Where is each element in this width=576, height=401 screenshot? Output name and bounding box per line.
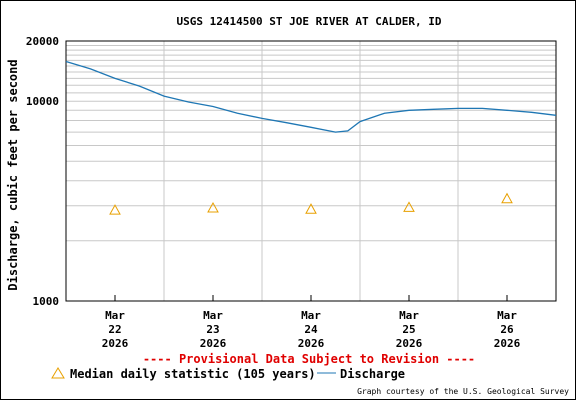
x-tick-label: Mar: [105, 309, 125, 322]
x-tick-label: Mar: [203, 309, 223, 322]
x-tick-label: Mar: [497, 309, 517, 322]
legend: Median daily statistic (105 years) Disch…: [51, 367, 405, 381]
median-marker: [403, 201, 415, 212]
x-tick-label: 2026: [396, 337, 423, 350]
median-marker: [207, 201, 219, 213]
y-tick-label: 1000: [33, 295, 60, 308]
y-tick-label: 10000: [26, 95, 59, 108]
provisional-note: ---- Provisional Data Subject to Revisio…: [143, 352, 475, 366]
legend-discharge-label: Discharge: [340, 367, 405, 381]
x-tick-label: 22: [108, 323, 121, 336]
plot-border: [65, 40, 557, 302]
axes: Mar222026Mar232026Mar242026Mar252026Mar2…: [26, 35, 557, 350]
x-tick-label: 2026: [298, 337, 325, 350]
x-tick-label: 26: [500, 323, 514, 336]
x-tick-label: 2026: [200, 337, 227, 350]
y-axis-label: Discharge, cubic feet per second: [6, 59, 20, 290]
grid: [66, 41, 556, 301]
x-tick-label: Mar: [301, 309, 321, 322]
x-tick-label: 25: [402, 323, 415, 336]
x-tick-label: 23: [206, 323, 219, 336]
median-marker: [501, 192, 513, 204]
x-tick-label: Mar: [399, 309, 419, 322]
median-marker: [109, 204, 121, 215]
y-tick-label: 20000: [26, 35, 59, 48]
credit-text: Graph courtesy of the U.S. Geological Su…: [357, 387, 569, 396]
series: [65, 60, 557, 215]
legend-median-marker: [51, 367, 65, 379]
x-tick-label: 2026: [102, 337, 129, 350]
median-marker: [305, 203, 317, 214]
discharge-line: [65, 60, 557, 133]
legend-median-label: Median daily statistic (105 years): [70, 367, 316, 381]
chart-title: USGS 12414500 ST JOE RIVER AT CALDER, ID: [177, 15, 442, 28]
x-tick-label: 2026: [494, 337, 521, 350]
x-tick-label: 24: [304, 323, 318, 336]
